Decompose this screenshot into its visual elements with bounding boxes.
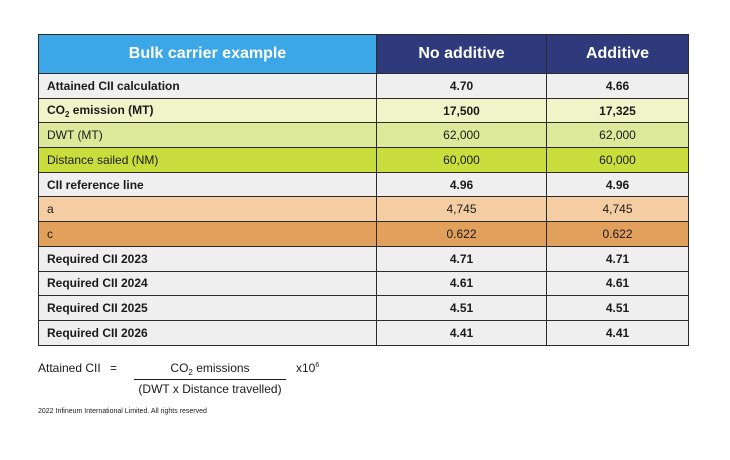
row-label: CII reference line	[38, 171, 377, 198]
table-row-distance-sailed: Distance sailed (NM) 60,000 60,000	[38, 147, 689, 173]
additive-value: 4,745	[546, 196, 689, 223]
additive-value: 4.96	[546, 171, 689, 198]
additive-value: 4.71	[546, 245, 689, 272]
table-row-a: a 4,745 4,745	[38, 196, 689, 223]
additive-value: 60,000	[546, 147, 689, 173]
no-additive-value: 4.96	[376, 171, 547, 198]
formula-denominator: (DWT x Distance travelled)	[138, 382, 282, 396]
row-label-post: emission (MT)	[69, 102, 154, 117]
row-label: Required CII 2026	[38, 319, 377, 346]
row-label: CO2 emission (MT)	[38, 97, 377, 124]
formula-multiplier: x106	[296, 361, 319, 375]
additive-value: 4.41	[546, 319, 689, 346]
no-additive-value: 17,500	[376, 97, 547, 124]
no-additive-value: 4,745	[376, 196, 547, 223]
table-row-co2-emission: CO2 emission (MT) 17,500 17,325	[38, 97, 689, 124]
header-additive: Additive	[546, 34, 689, 74]
table-row-cii-reference-line: CII reference line 4.96 4.96	[38, 171, 689, 198]
formula-fraction: CO2 emissions (DWT x Distance travelled)	[130, 361, 290, 396]
table-row-required-cii-2025: Required CII 2025 4.51 4.51	[38, 295, 689, 321]
multiplier-exponent: 6	[315, 362, 320, 369]
row-label-pre: CO	[47, 102, 65, 117]
cii-comparison-table: Bulk carrier example No additive Additiv…	[38, 34, 689, 346]
table-header-row: Bulk carrier example No additive Additiv…	[38, 34, 689, 74]
additive-value: 4.61	[546, 270, 689, 297]
copyright-notice: 2022 Infineum International Limited. All…	[38, 408, 207, 415]
row-label: Required CII 2025	[38, 295, 377, 321]
table-row-required-cii-2024: Required CII 2024 4.61 4.61	[38, 270, 689, 297]
header-bulk-carrier-example: Bulk carrier example	[38, 34, 377, 74]
no-additive-value: 4.51	[376, 295, 547, 321]
formula-equals: =	[110, 361, 118, 375]
row-label: a	[38, 196, 377, 223]
table-row-c: c 0.622 0.622	[38, 221, 689, 247]
formula-numerator: CO2 emissions	[134, 361, 286, 380]
numerator-sub: 2	[188, 368, 193, 377]
table-row-required-cii-2023: Required CII 2023 4.71 4.71	[38, 245, 689, 272]
no-additive-value: 60,000	[376, 147, 547, 173]
row-label: c	[38, 221, 377, 247]
no-additive-value: 4.70	[376, 73, 547, 99]
additive-value: 17,325	[546, 97, 689, 124]
additive-value: 4.66	[546, 73, 689, 99]
formula-lhs: Attained CII	[38, 361, 101, 375]
row-label: Distance sailed (NM)	[38, 147, 377, 173]
additive-value: 0.622	[546, 221, 689, 247]
table-row-attained-cii: Attained CII calculation 4.70 4.66	[38, 73, 689, 99]
no-additive-value: 0.622	[376, 221, 547, 247]
additive-value: 62,000	[546, 122, 689, 149]
no-additive-value: 4.61	[376, 270, 547, 297]
no-additive-value: 4.71	[376, 245, 547, 272]
row-label: DWT (MT)	[38, 122, 377, 149]
row-label-sub: 2	[65, 109, 70, 119]
no-additive-value: 4.41	[376, 319, 547, 346]
table-row-required-cii-2026: Required CII 2026 4.41 4.41	[38, 319, 689, 346]
row-label: Required CII 2023	[38, 245, 377, 272]
multiplier-base: x10	[296, 361, 316, 375]
no-additive-value: 62,000	[376, 122, 547, 149]
row-label: Required CII 2024	[38, 270, 377, 297]
header-no-additive: No additive	[376, 34, 547, 74]
additive-value: 4.51	[546, 295, 689, 321]
table-row-dwt: DWT (MT) 62,000 62,000	[38, 122, 689, 149]
row-label: Attained CII calculation	[38, 73, 377, 99]
numerator-pre: CO	[170, 361, 189, 375]
numerator-post: emissions	[192, 361, 250, 375]
